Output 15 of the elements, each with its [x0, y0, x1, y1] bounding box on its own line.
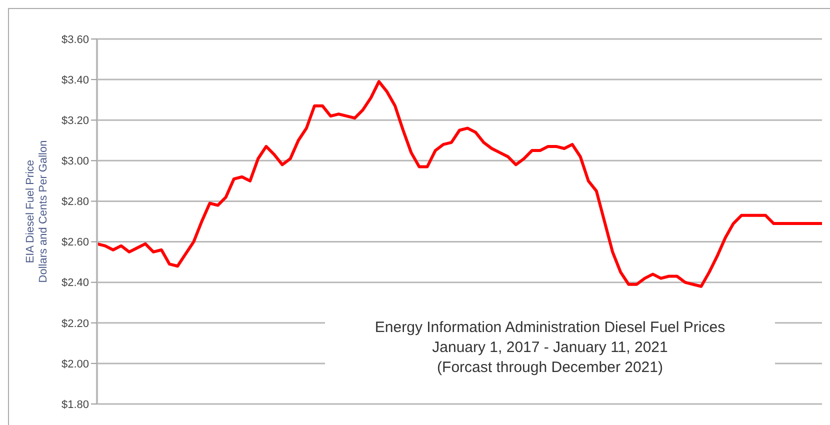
- y-tick-label: $3.20: [61, 115, 89, 128]
- y-tick-label: $3.40: [61, 74, 89, 86]
- annotation: January 1, 2017 - January 11, 2021: [431, 338, 669, 358]
- y-tick-label: $2.80: [61, 196, 89, 208]
- y-tick-label: $3.60: [61, 34, 89, 46]
- y-tick-label: $2.60: [61, 236, 89, 249]
- y-axis-title: EIA Diesel Fuel Price Dollars and Cents Per Gallon: [24, 140, 50, 283]
- annotation: Energy Information Administration Diesel Fuel Prices: [374, 318, 726, 338]
- line-series: [96, 80, 824, 288]
- y-tick-label: $1.80: [61, 398, 89, 411]
- y-tick-label: $3.00: [61, 156, 89, 168]
- y-tick-label: $2.20: [61, 318, 89, 330]
- y-tick-label: $2.00: [61, 358, 89, 370]
- annotation: (Forcast through December 2021): [436, 358, 664, 378]
- y-tick-label: $2.40: [61, 277, 89, 290]
